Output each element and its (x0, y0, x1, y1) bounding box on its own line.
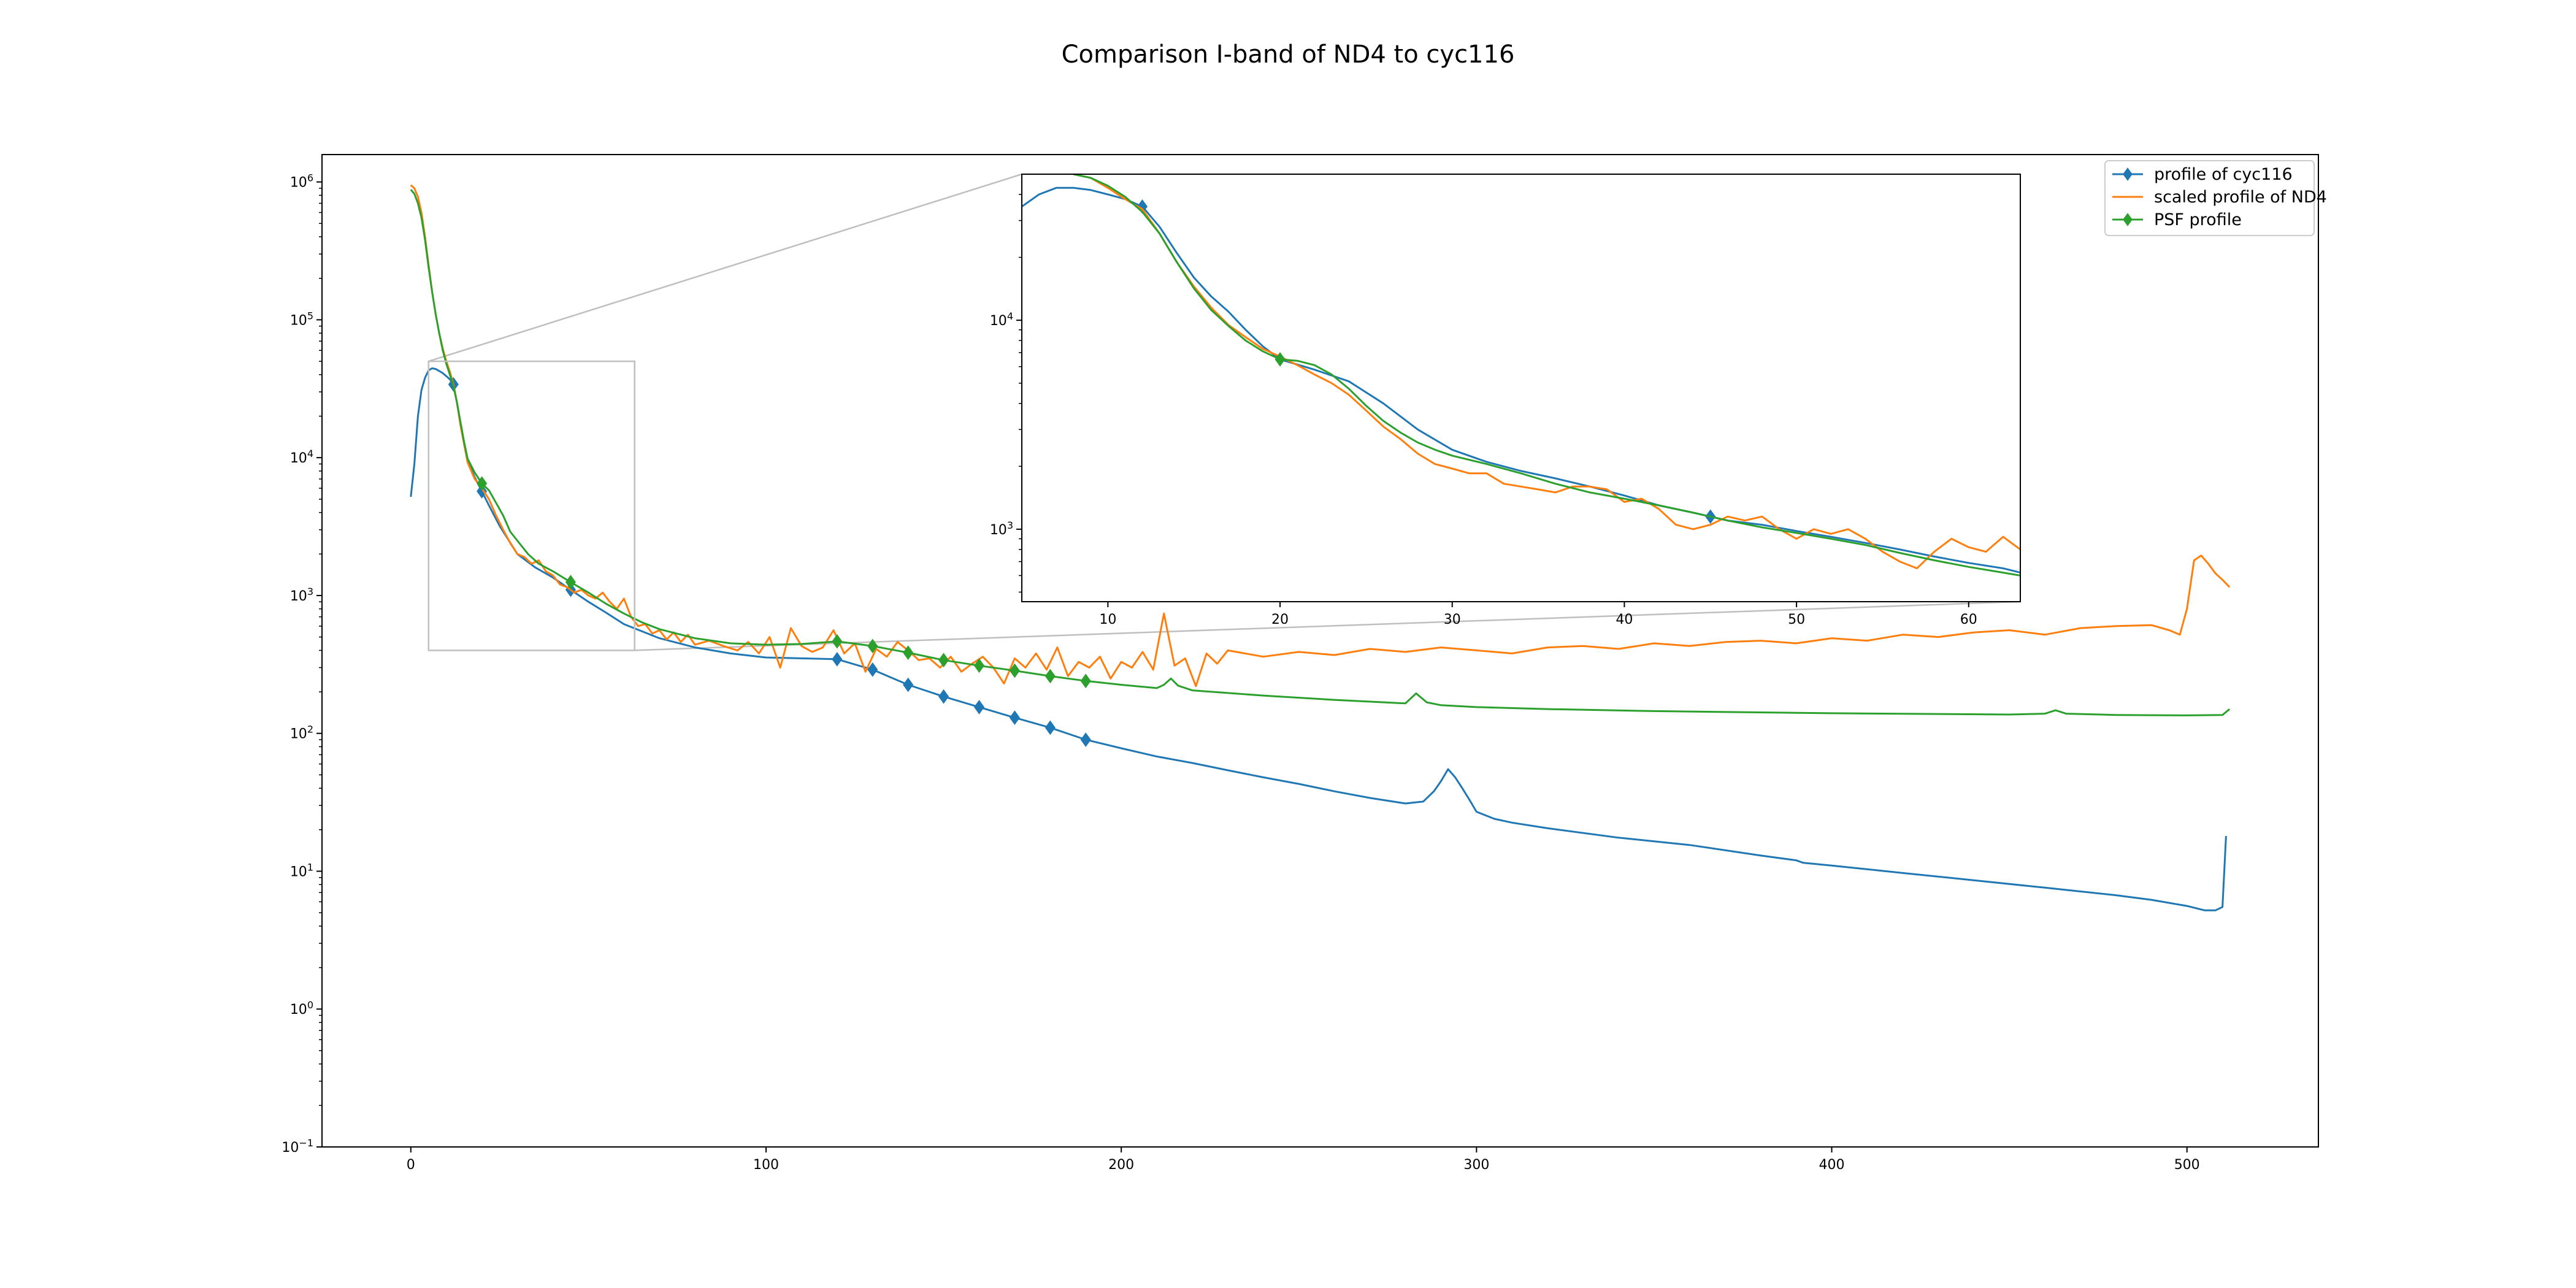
zoom-connector-lines (428, 173, 2021, 651)
series-line-psf (410, 189, 2231, 716)
inset-x-tick-label: 40 (1616, 612, 1633, 627)
data-point-cyc116 (938, 689, 949, 704)
y-tick-label: 103 (290, 586, 313, 604)
x-tick-label: 0 (407, 1157, 415, 1173)
data-point-cyc116 (1080, 732, 1091, 747)
inset-frame (1021, 174, 2021, 602)
data-point-cyc116 (867, 662, 878, 677)
y-tick-label: 102 (290, 724, 313, 742)
x-tick-label: 400 (1819, 1157, 1845, 1173)
series-line-nd4 (410, 184, 2231, 688)
legend-label-cyc116: profile of cyc116 (2154, 165, 2293, 184)
x-tick-label: 300 (1463, 1157, 1489, 1173)
data-point-psf (938, 653, 949, 668)
legend-label-psf: PSF profile (2154, 210, 2242, 229)
inset-data-point-psf (1275, 352, 1286, 367)
data-point-psf (1080, 673, 1091, 689)
data-point-cyc116 (973, 700, 985, 715)
x-tick-label: 500 (2174, 1157, 2200, 1173)
y-tick-label: 104 (290, 448, 313, 466)
data-point-psf (867, 638, 878, 654)
zoom-box-rect (427, 360, 635, 651)
data-point-cyc116 (477, 484, 488, 499)
data-point-psf (1009, 663, 1020, 678)
inset-x-tick-label: 10 (1099, 612, 1116, 627)
x-tick-label: 100 (753, 1157, 779, 1173)
y-tick-label: 100 (290, 999, 313, 1018)
inset-series-line-psf (1073, 174, 2020, 577)
data-point-psf (477, 476, 488, 491)
inset-y-tick-label: 104 (990, 310, 1013, 329)
x-tick-label: 200 (1108, 1157, 1134, 1173)
legend-marker-psf (2123, 213, 2133, 226)
inset-x-tick-label: 60 (1960, 612, 1977, 627)
y-tick-label: 10−1 (282, 1137, 313, 1156)
legend-label-nd4: scaled profile of ND4 (2154, 188, 2327, 207)
inset-x-tick-label: 20 (1271, 612, 1289, 627)
inset-series-line-nd4 (1073, 174, 2020, 570)
data-point-psf (832, 634, 843, 649)
zoom-indicator-box (427, 360, 635, 651)
inset-zoom-axes: 10 20 30 40 50 60 103 104 (990, 174, 2021, 627)
zoom-connector-bottom (634, 600, 2021, 651)
inset-y-tick-label: 103 (990, 519, 1013, 538)
data-point-psf (1045, 669, 1056, 684)
data-point-cyc116 (1009, 710, 1020, 725)
main-series-layer (410, 184, 2231, 911)
legend-marker-cyc116 (2123, 167, 2133, 181)
data-point-psf (565, 575, 576, 590)
inset-x-tick-label: 30 (1444, 612, 1461, 627)
inset-x-tick-label: 50 (1788, 612, 1805, 627)
data-point-cyc116 (832, 651, 843, 667)
data-point-psf (973, 658, 985, 673)
data-point-cyc116 (903, 677, 914, 692)
data-point-cyc116 (1045, 720, 1056, 735)
y-tick-label: 101 (290, 861, 313, 880)
data-point-psf (903, 645, 914, 660)
chart-title: Comparison I-band of ND4 to cyc116 (1061, 40, 1515, 69)
legend: profile of cyc116 scaled profile of ND4 PS… (2104, 160, 2327, 236)
y-tick-label: 105 (290, 310, 313, 328)
zoom-connector-top (428, 173, 1022, 362)
legend-box (2104, 160, 2315, 236)
inset-background (1022, 174, 2020, 602)
main-axis-ticks: 0 100 200 300 400 500 10−1 100 101 102 103 104 105 10… (282, 172, 2199, 1173)
y-tick-label: 106 (290, 172, 313, 191)
